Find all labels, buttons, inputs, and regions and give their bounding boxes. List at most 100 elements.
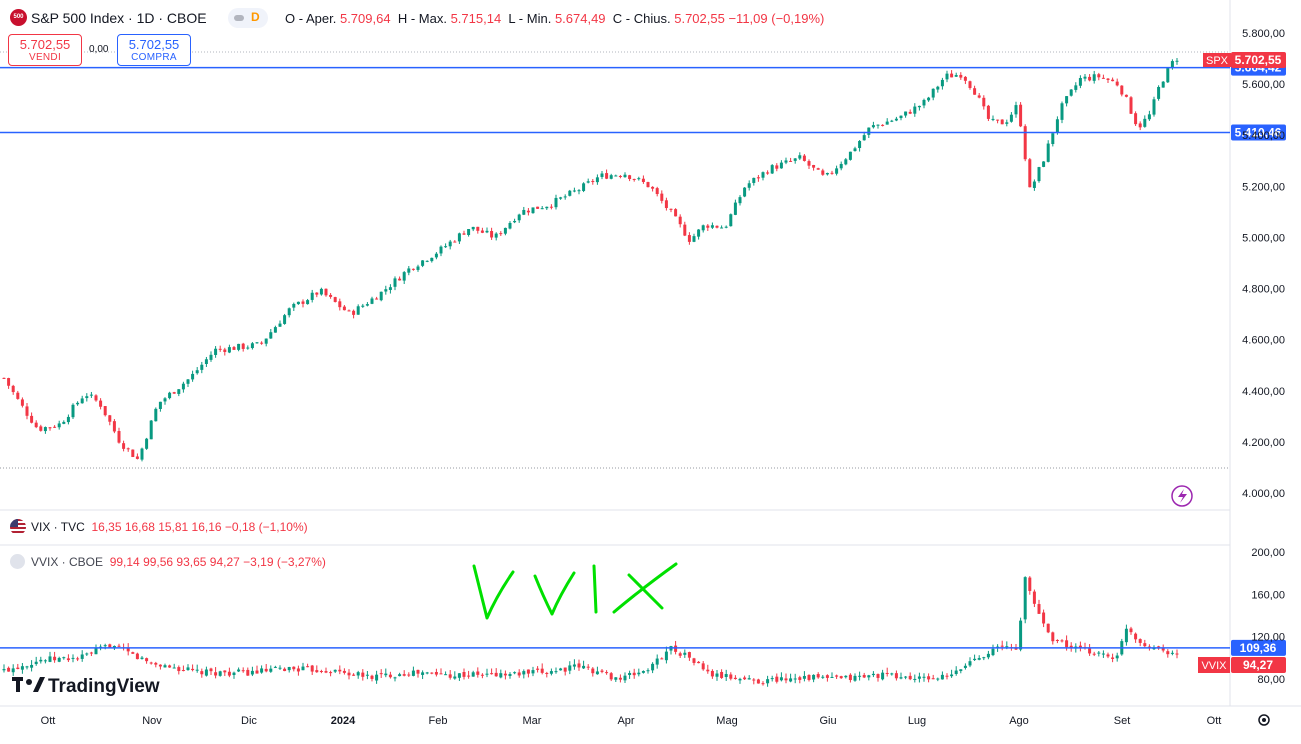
vvix-candle-body [867,675,871,678]
spx-candle-body [122,443,126,449]
vvix-candle-body [609,673,613,680]
buy-button[interactable]: 5.702,55 COMPRA [117,34,191,66]
vvix-candle-body [1055,639,1059,641]
vvix-candle-body [301,666,305,671]
vvix-legend[interactable]: VVIX · CBOE 99,14 99,56 93,65 94,27 −3,1… [31,555,326,569]
spx-candle-body [655,188,659,195]
spx-candle-body [701,225,705,231]
spx-candle-body [595,177,599,183]
vvix-last-price-text: 94,27 [1243,658,1273,672]
vvix-candle-body [973,658,977,661]
open-label: O [285,11,296,26]
vvix-candle-body [16,667,20,670]
spx-candle-body [1046,143,1050,162]
spx-symbol-icon[interactable]: 500 [10,9,27,26]
spx-last-price-tag [1231,52,1286,68]
spx-candle-body [582,183,586,191]
spx-candle-body [674,209,678,217]
vvix-candle-body [425,672,429,674]
spx-last-price-text: 5.702,55 [1235,53,1282,67]
vvix-candle-body [862,674,866,678]
x-tick-label: Nov [142,715,162,727]
spx-candle-body [255,342,259,344]
vvix-handwritten-annotation[interactable] [472,562,678,620]
spx-candle-body [1065,96,1069,104]
vvix-candle-body [605,672,609,674]
close-value: 5.702,55 [674,11,725,26]
spx-candle-body [287,308,291,316]
close-sep: - [625,11,634,26]
vix-legend[interactable]: VIX · TVC 16,35 16,68 15,81 16,16 −0,18 … [31,520,308,534]
tradingview-logo[interactable]: TradingView [12,676,160,697]
vix-flag-icon[interactable] [10,519,26,535]
spx-candle-body [844,159,848,165]
spx-candle-body [513,220,517,223]
vvix-candle-body [384,673,388,676]
spx-price-axis[interactable]: 5.800,00 5.600,00 5.400,00 5.200,00 5.000,00… [1242,28,1285,500]
vvix-candle-body [117,645,121,647]
spx-candle-body [181,383,185,390]
vvix-candle-body [1000,645,1004,647]
flag-icon-group[interactable]: D [228,8,268,28]
spx-candle-body [490,231,494,238]
spx-candle-body [112,421,116,432]
spx-candle-body [421,260,425,266]
spx-candle-body [876,124,880,126]
symbol-title[interactable]: S&P 500 Index · 1D · CBOE [31,10,207,26]
vvix-candle-body [1037,604,1041,614]
spx-candle-body [439,246,443,254]
spx-candle-body [991,118,995,120]
vvix-candle-body [1065,640,1069,648]
spx-candle-body [1161,81,1165,88]
vvix-candle-body [112,645,116,649]
vvix-candle-body [697,661,701,664]
spx-candle-body [628,175,632,179]
x-tick-label: Mar [523,715,542,727]
vvix-candle-body [766,679,770,684]
vvix-candle-body [1046,623,1050,633]
vvix-candle-body [467,675,471,677]
vvix-horizontal-lines[interactable]: 109,36 [0,639,1286,656]
vvix-candle-body [370,675,374,679]
vvix-candle-body [1069,645,1073,648]
vvix-candle-body [821,676,825,678]
spx-candle-body [1023,126,1027,160]
sell-button[interactable]: 5.702,55 VENDI [8,34,82,66]
vvix-candle-body [411,670,415,676]
vvix-price-axis[interactable]: 200,00 160,00 120,00 80,00 [1251,547,1285,686]
time-axis[interactable]: Ott Nov Dic 2024 Feb Mar Apr Mag Giu Lug Ago Set Ott [41,715,1222,727]
spx-candle-body [480,230,484,233]
vvix-candle-body [186,667,190,671]
spx-y-tick-label: 5.400,00 [1242,130,1285,142]
settings-gear-icon[interactable] [1258,714,1270,726]
spx-candle-body [591,180,595,182]
spx-candle-body [881,124,885,126]
vvix-candle-body [476,671,480,675]
spx-candle-body [361,305,365,307]
vvix-candle-body [513,672,517,674]
vvix-candle-body [48,656,52,662]
spx-candle-body [660,193,664,201]
vvix-candle-body [816,674,820,678]
vvix-candle-body [25,666,29,668]
spx-candle-body [793,158,797,161]
vvix-candle-body [85,653,89,655]
spx-candle-body [577,190,581,192]
spx-y-tick-label: 4.000,00 [1242,488,1285,500]
vvix-candle-body [1129,628,1133,633]
vix-title: VIX · TVC [31,520,85,534]
vvix-candle-body [269,668,273,672]
vvix-candle-body [802,675,806,679]
vvix-candle-body [342,670,346,673]
spx-candle-body [34,422,38,428]
vvix-icon[interactable] [10,554,25,569]
vvix-candle-body [177,667,181,672]
vvix-candle-body [586,666,590,668]
spx-candle-body [30,415,34,423]
vvix-candle-body [1051,632,1055,642]
vvix-candle-body [563,667,567,672]
spx-candle-body [103,406,107,416]
vvix-candle-body [264,668,268,672]
spx-y-tick-label: 4.800,00 [1242,284,1285,296]
lightning-icon[interactable] [1171,485,1193,507]
